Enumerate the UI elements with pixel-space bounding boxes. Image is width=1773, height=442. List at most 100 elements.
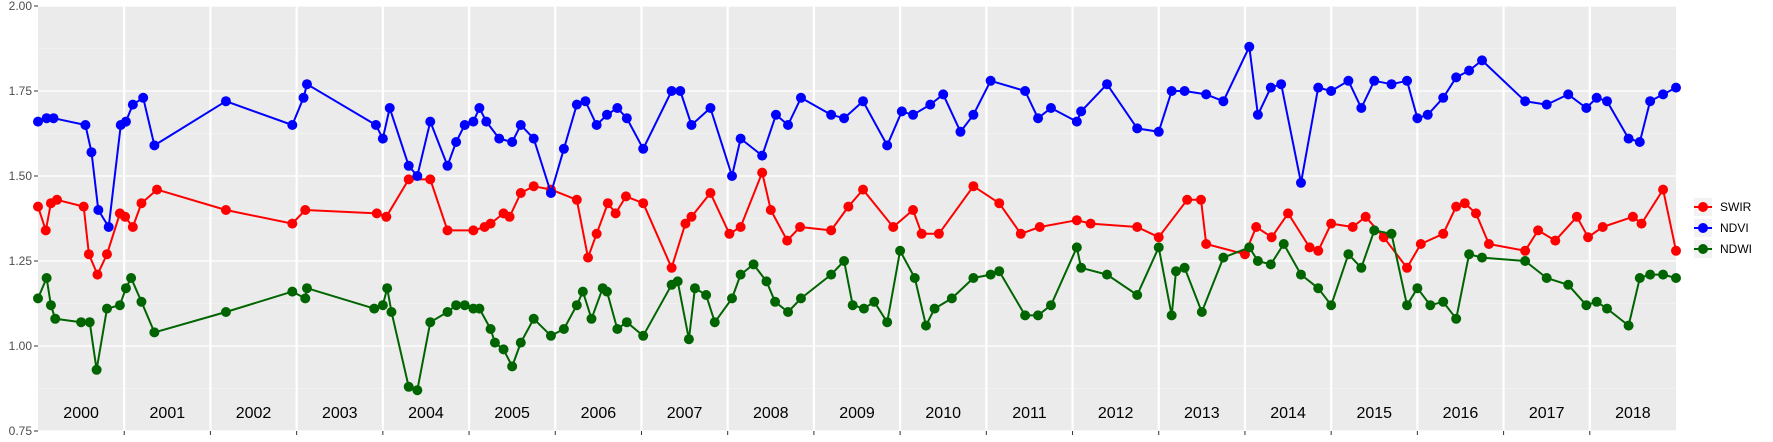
data-point xyxy=(985,75,996,86)
year-label: 2007 xyxy=(667,405,703,422)
data-point xyxy=(403,381,414,392)
data-point xyxy=(621,317,632,328)
data-point xyxy=(638,198,649,209)
data-point xyxy=(1438,92,1449,103)
data-point xyxy=(612,103,623,113)
data-point xyxy=(826,269,837,280)
data-point xyxy=(896,106,907,117)
data-point xyxy=(1102,269,1113,280)
data-point xyxy=(1634,137,1645,147)
data-point xyxy=(1313,82,1324,93)
y-axis: 0.75 1.00 1.25 1.50 1.75 2.00 xyxy=(9,0,38,438)
data-point xyxy=(1451,313,1462,324)
data-point xyxy=(481,116,492,127)
data-point xyxy=(485,324,496,334)
data-point xyxy=(1623,133,1634,144)
data-point xyxy=(1451,72,1462,83)
data-point xyxy=(489,337,500,348)
data-point xyxy=(1244,242,1255,253)
data-point xyxy=(770,109,781,120)
data-point xyxy=(735,133,746,144)
data-point xyxy=(1326,86,1337,96)
data-point xyxy=(528,181,539,192)
data-point xyxy=(301,79,312,90)
series-ndvi xyxy=(33,41,1681,232)
data-point xyxy=(1304,242,1315,253)
data-point xyxy=(858,96,869,107)
data-point xyxy=(955,126,966,137)
data-point xyxy=(1402,300,1413,311)
data-point xyxy=(1132,222,1143,232)
data-point xyxy=(412,171,423,181)
data-point xyxy=(1645,96,1656,107)
data-point xyxy=(882,140,893,151)
data-point xyxy=(459,300,470,311)
data-point xyxy=(412,385,423,396)
data-point xyxy=(1438,228,1449,239)
data-point xyxy=(220,96,231,107)
data-point xyxy=(782,235,793,246)
data-point xyxy=(1671,82,1681,93)
data-point xyxy=(601,109,612,120)
data-point xyxy=(1581,103,1592,113)
data-point xyxy=(459,120,470,130)
data-point xyxy=(683,334,694,345)
data-point xyxy=(1402,75,1413,86)
data-point xyxy=(882,317,893,328)
year-labels: 2000 2001 2002 2003 2004 2005 2006 2007 2008 2009… xyxy=(63,405,1650,422)
data-point xyxy=(442,225,453,236)
data-point xyxy=(558,324,569,334)
data-point xyxy=(571,300,582,311)
data-point xyxy=(78,201,89,212)
data-point xyxy=(968,273,979,283)
data-point xyxy=(1671,245,1681,256)
data-point xyxy=(403,174,414,185)
data-point xyxy=(1477,55,1488,66)
data-point xyxy=(1581,300,1592,311)
data-point xyxy=(149,140,160,151)
data-point xyxy=(666,86,677,96)
data-point xyxy=(1251,222,1262,232)
y-tick-label: 1.00 xyxy=(9,339,33,353)
x-axis xyxy=(123,431,1591,435)
data-point xyxy=(709,317,720,328)
data-point xyxy=(127,99,138,110)
data-point xyxy=(287,120,298,130)
data-point xyxy=(126,273,137,283)
data-point xyxy=(757,150,768,161)
data-point xyxy=(929,303,940,314)
data-point xyxy=(1102,79,1113,90)
data-point xyxy=(1343,75,1354,86)
series-ndwi xyxy=(33,225,1681,396)
data-point xyxy=(1265,259,1276,270)
data-point xyxy=(377,133,388,144)
year-label: 2017 xyxy=(1529,405,1565,422)
data-point xyxy=(1313,245,1324,256)
data-point xyxy=(120,283,131,294)
data-point xyxy=(136,198,147,209)
data-point xyxy=(220,205,231,215)
data-point xyxy=(474,303,485,314)
y-tick-label: 1.50 xyxy=(9,169,33,183)
data-point xyxy=(1071,242,1082,253)
data-point xyxy=(76,317,87,328)
data-point xyxy=(442,160,453,171)
data-point xyxy=(1218,252,1229,263)
data-point xyxy=(583,252,594,263)
data-point xyxy=(504,211,515,222)
data-point xyxy=(1464,249,1475,260)
data-point xyxy=(528,313,539,324)
data-point xyxy=(689,283,700,294)
data-point xyxy=(507,361,518,372)
legend-label: NDWI xyxy=(1720,242,1752,256)
data-point xyxy=(1378,232,1389,243)
data-point xyxy=(1464,65,1475,76)
data-point xyxy=(1658,269,1669,280)
data-point xyxy=(41,113,52,124)
data-point xyxy=(1459,198,1470,209)
data-point xyxy=(839,256,850,266)
data-point xyxy=(103,222,114,232)
data-point xyxy=(528,133,539,144)
data-point xyxy=(601,286,612,297)
